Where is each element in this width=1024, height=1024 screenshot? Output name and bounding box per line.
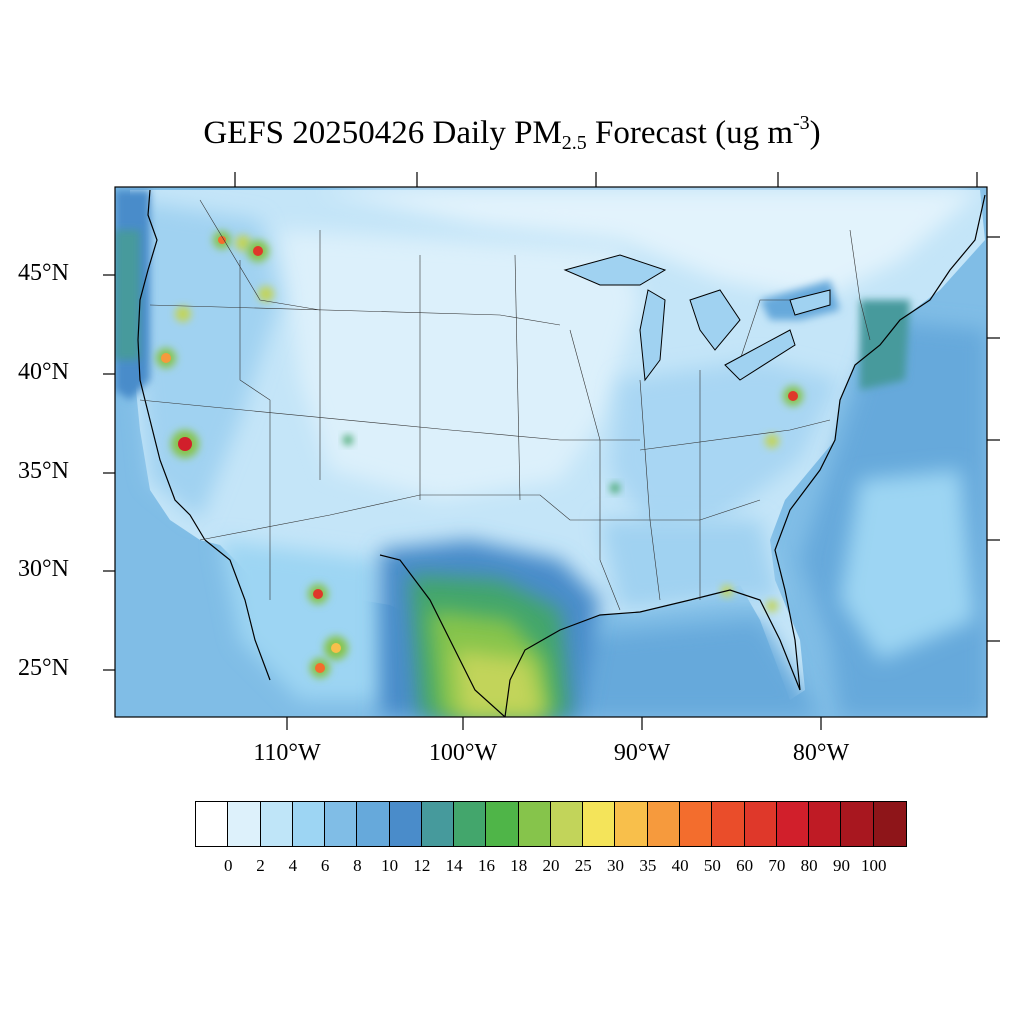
colorbar-box xyxy=(486,802,519,846)
colorbar-box xyxy=(583,802,616,846)
southeast-region xyxy=(600,520,780,610)
colorbar-box xyxy=(679,802,713,846)
colorbar-label: 100 xyxy=(860,856,887,875)
colorbar-box xyxy=(228,802,261,846)
colorbar-label: 16 xyxy=(477,856,495,875)
west-region xyxy=(130,200,280,520)
colorbar-box xyxy=(260,802,293,846)
colorbar-box xyxy=(196,802,229,846)
colorbar-box xyxy=(615,802,648,846)
colorbar-label: 40 xyxy=(671,856,689,875)
pacific-coast-high xyxy=(115,230,140,360)
lon-label-90w: 90°W xyxy=(613,740,671,766)
colorbar-box xyxy=(292,802,326,846)
lon-label-110w: 110°W xyxy=(253,740,321,766)
lat-label-35n: 35°N xyxy=(18,458,69,484)
gulf-of-mexico xyxy=(520,620,820,717)
map-frame xyxy=(114,186,988,718)
colorbar-label: 18 xyxy=(510,856,528,875)
colorbar-label: 2 xyxy=(256,856,265,875)
concentration-field xyxy=(115,187,987,717)
plains-region xyxy=(280,230,640,500)
colorbar-box xyxy=(647,802,680,846)
lon-label-100w: 100°W xyxy=(428,740,498,766)
colorbar-box xyxy=(841,802,874,846)
colorbar-label: 4 xyxy=(288,856,298,875)
colorbar-box xyxy=(873,802,906,846)
colorbar-label: 12 xyxy=(413,856,431,875)
great-lakes xyxy=(563,254,831,382)
colorbar-box xyxy=(712,802,745,846)
colorbar-box xyxy=(389,802,422,846)
lat-label-25n: 25°N xyxy=(18,655,69,681)
colorbar-box xyxy=(454,802,487,846)
lon-ticks xyxy=(234,172,978,730)
colorbar-box xyxy=(776,802,810,846)
colorbar-label: 14 xyxy=(445,856,463,875)
colorbar-box xyxy=(550,802,584,846)
colorbar-label: 6 xyxy=(320,856,330,875)
lat-label-30n: 30°N xyxy=(18,556,69,582)
colorbar-label: 90 xyxy=(832,856,850,875)
east-region xyxy=(610,360,840,530)
map-title: GEFS 20250426 Daily PM2.5 Forecast (ug m… xyxy=(203,112,821,154)
state-borders xyxy=(139,199,871,611)
colorbar-label: 80 xyxy=(800,856,818,875)
lat-label-45n: 45°N xyxy=(18,260,69,286)
colorbar-label: 0 xyxy=(224,856,233,875)
colorbar xyxy=(195,801,907,847)
colorbar-box xyxy=(518,802,551,846)
colorbar-label: 30 xyxy=(607,856,625,875)
ny-coast xyxy=(860,300,910,390)
colorbar-label: 50 xyxy=(703,856,721,875)
colorbar-box xyxy=(744,802,777,846)
colorbar-label: 20 xyxy=(542,856,560,875)
colorbar-label: 60 xyxy=(736,856,754,875)
atlantic-inner xyxy=(840,470,975,660)
colorbar-label: 35 xyxy=(639,856,657,875)
lon-label-80w: 80°W xyxy=(792,740,850,766)
colorbar-box xyxy=(809,802,842,846)
lat-label-40n: 40°N xyxy=(18,359,69,385)
colorbar-label: 25 xyxy=(574,856,592,875)
coastline xyxy=(137,189,986,717)
colorbar-label: 70 xyxy=(768,856,786,875)
colorbar-labels: 0 2 4 6 8 10 12 14 16 18 20 25 30 35 40 50 60 70 80 90 100 xyxy=(0,856,1024,880)
colorbar-box xyxy=(357,802,390,846)
north-region xyxy=(320,190,980,300)
lat-ticks xyxy=(103,236,1000,671)
south-texas-plume-core xyxy=(455,650,545,717)
colorbar-box xyxy=(325,802,358,846)
colorbar-label: 8 xyxy=(353,856,362,875)
colorbar-label: 10 xyxy=(381,856,399,875)
colorbar-box xyxy=(421,802,455,846)
